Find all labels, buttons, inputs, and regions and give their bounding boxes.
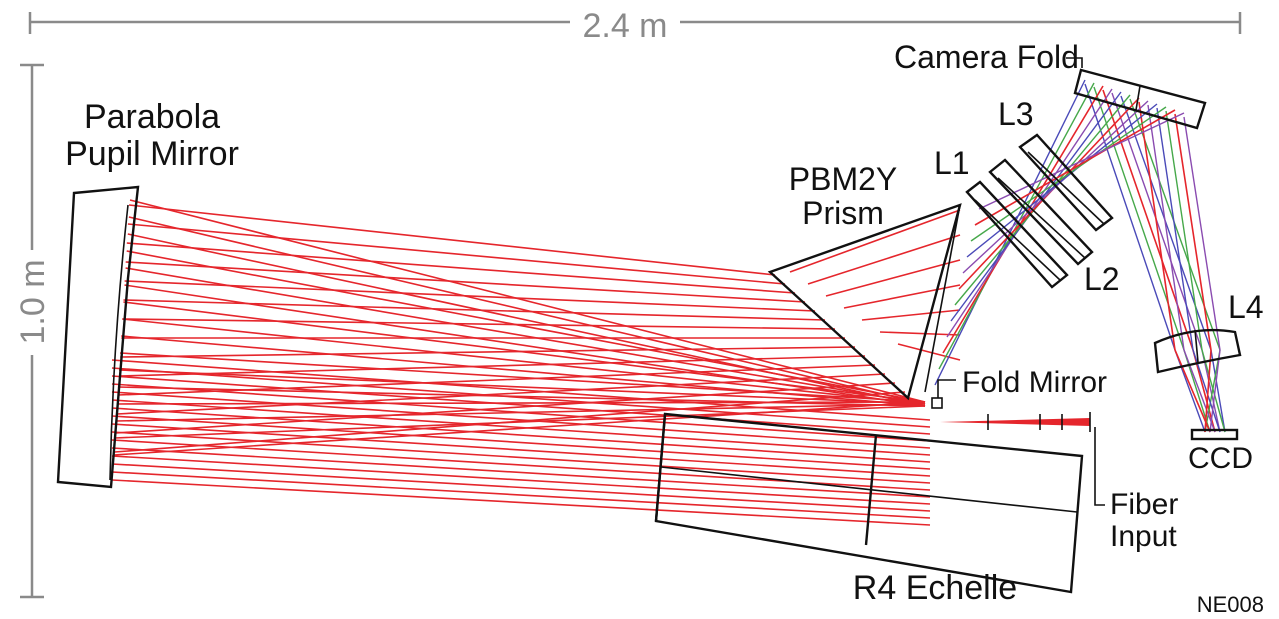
ray — [111, 479, 931, 526]
parabola-label-line2: Pupil Mirror — [65, 135, 239, 173]
ray — [1201, 349, 1226, 433]
ray — [127, 223, 786, 285]
ray — [124, 280, 816, 312]
lens-l3 — [1018, 133, 1114, 232]
ray — [1210, 349, 1226, 433]
ray — [111, 375, 931, 435]
ray — [789, 209, 961, 273]
ray — [122, 318, 836, 330]
echelle-label: R4 Echelle — [853, 569, 1017, 607]
ray — [111, 359, 931, 421]
ray — [111, 463, 931, 512]
ray — [128, 216, 926, 405]
ray — [111, 423, 931, 477]
ray — [111, 383, 931, 442]
ray — [1165, 110, 1203, 351]
fiber-label-line2: Input — [1110, 520, 1177, 553]
lens-l4 — [1153, 328, 1242, 374]
ray — [114, 391, 906, 453]
lens-l2-label: L2 — [1084, 261, 1120, 297]
ray — [861, 309, 961, 321]
ray — [111, 391, 931, 449]
ray — [125, 267, 926, 405]
ray — [111, 431, 931, 484]
ray — [111, 471, 931, 519]
parabola-pupil-mirror — [56, 185, 140, 489]
width-dimension: 2.4 m — [28, 7, 1242, 45]
ray — [1204, 349, 1221, 433]
ray — [1147, 104, 1185, 351]
r4-echelle — [654, 412, 1084, 594]
ray — [1183, 116, 1221, 351]
ray — [111, 415, 931, 470]
ray — [966, 103, 1158, 258]
ray — [128, 204, 776, 276]
ray — [1204, 349, 1212, 433]
ray — [119, 355, 866, 377]
ray — [117, 364, 876, 396]
ray — [938, 82, 1095, 370]
ray — [1174, 349, 1211, 433]
labels: Parabola Pupil Mirror PBM2Y Prism Camera… — [65, 39, 1264, 617]
ray — [111, 447, 931, 498]
ray — [123, 299, 826, 321]
ray — [116, 373, 886, 415]
figure-id-label: NE008 — [1197, 592, 1264, 617]
ray — [1156, 107, 1194, 351]
width-dimension-label: 2.4 m — [582, 7, 667, 45]
ray — [1093, 86, 1185, 351]
lens-l2 — [988, 158, 1094, 266]
ray — [1084, 83, 1176, 351]
ray — [116, 401, 926, 405]
fold-mirror-label: Fold Mirror — [962, 366, 1107, 399]
ray — [1102, 89, 1194, 351]
ray — [111, 407, 931, 463]
prism-label-line1: PBM2Y — [789, 161, 897, 197]
ray — [970, 106, 1167, 242]
camera-fold-mirror — [1066, 57, 1207, 130]
lens-l1-label: L1 — [934, 145, 970, 181]
ray — [126, 242, 796, 294]
ray — [1174, 113, 1212, 351]
fiber-label-line1: Fiber — [1110, 488, 1178, 521]
camera-fold-label: Camera Fold — [894, 39, 1079, 75]
ray — [120, 352, 926, 403]
ray — [825, 259, 961, 297]
ray — [942, 85, 1104, 354]
height-dimension-label: 1.0 m — [14, 259, 52, 344]
fold-mirror — [931, 379, 956, 409]
ray — [807, 234, 961, 285]
ray — [111, 399, 931, 456]
fiber-input — [940, 412, 1105, 506]
pbm2y-prism — [767, 203, 962, 401]
ray — [1183, 349, 1216, 433]
height-dimension: 1.0 m — [14, 63, 52, 599]
ray — [1138, 101, 1176, 351]
ray — [111, 455, 931, 505]
ray — [118, 369, 926, 405]
lens-l3-label: L3 — [998, 96, 1034, 132]
lens-l4-label: L4 — [1228, 289, 1264, 325]
ray — [125, 261, 806, 303]
ray — [126, 250, 926, 403]
ray — [897, 343, 961, 361]
ray — [113, 401, 926, 456]
ccd-label: CCD — [1188, 442, 1253, 475]
ray — [111, 367, 931, 428]
ray — [1209, 349, 1221, 433]
camera-ray-bundle — [934, 79, 1226, 433]
ray — [120, 346, 856, 358]
ccd-detector — [1190, 428, 1239, 441]
ray — [974, 109, 1176, 226]
ray — [879, 331, 961, 336]
ray — [1201, 349, 1221, 433]
ray — [122, 318, 926, 405]
lens-l1 — [965, 180, 1069, 289]
prism-label-line2: Prism — [802, 195, 884, 231]
parabola-label-line1: Parabola — [84, 98, 220, 136]
red-ray-bundle — [111, 199, 961, 526]
ray — [843, 284, 961, 309]
